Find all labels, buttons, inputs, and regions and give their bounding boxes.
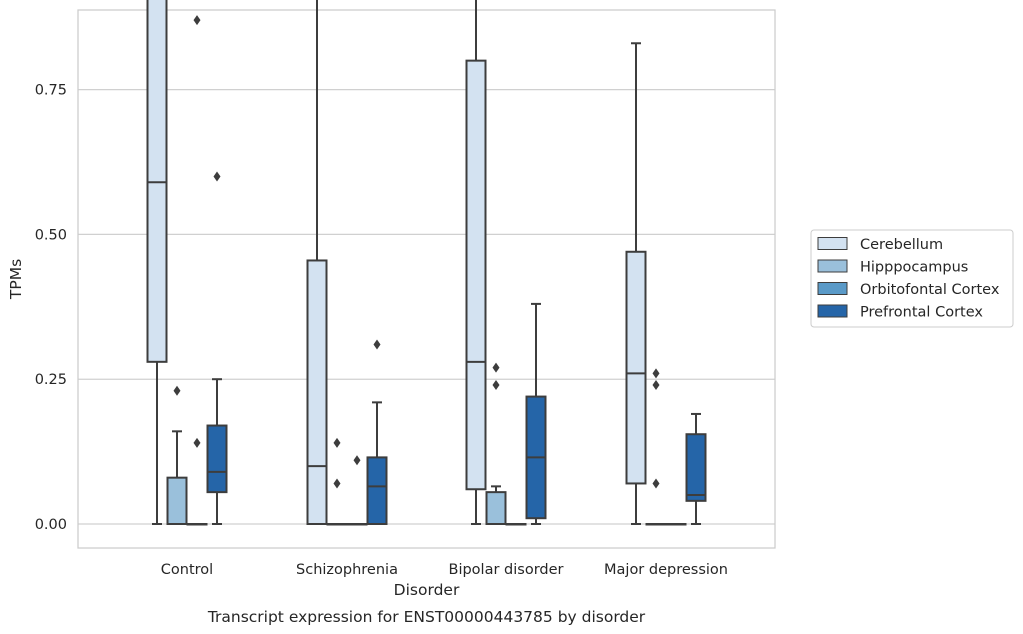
- box-cerebellum-0: [146, 0, 168, 525]
- outlier-point: [492, 362, 500, 373]
- box-body: [206, 424, 228, 494]
- outlier-point: [213, 171, 221, 182]
- y-axis-ticks: 0.000.250.500.751.001.251.501.75: [35, 83, 67, 533]
- box-hipppocampus-2: [485, 362, 507, 526]
- legend-swatch: [817, 304, 848, 318]
- box-hipppocampus-0: [166, 385, 188, 525]
- legend-swatch: [817, 259, 848, 273]
- box-hipppocampus-1: [326, 437, 348, 526]
- x-axis-ticks: Control Schizophrenia Bipolar disorder Majo…: [161, 562, 728, 578]
- box-cerebellum-3: [625, 42, 647, 525]
- box-body: [166, 476, 188, 525]
- legend-swatch: [817, 237, 848, 250]
- outlier-point: [652, 368, 660, 379]
- plot-area-frame: [77, 9, 776, 549]
- legend-frame: [810, 229, 1014, 328]
- outlier-point: [373, 339, 381, 350]
- outlier-point: [353, 455, 361, 466]
- box-body: [465, 59, 487, 491]
- x-tick-label: Control: [161, 562, 213, 578]
- box-series-layer: [146, 0, 707, 526]
- box-prefrontal-cortex-2: [525, 302, 547, 525]
- y-tick-label: 0.00: [35, 517, 67, 533]
- outlier-point: [652, 478, 660, 489]
- legend-label: Orbitofontal Cortex: [860, 282, 1000, 298]
- chart-caption: Transcript expression for ENST0000044378…: [207, 608, 646, 626]
- x-tick-label: Major depression: [604, 562, 728, 578]
- legend-label: Prefrontal Cortex: [860, 305, 983, 321]
- outlier-point: [652, 379, 660, 390]
- box-body: [685, 433, 707, 502]
- box-cerebellum-2: [465, 0, 487, 525]
- box-hipppocampus-3: [645, 368, 667, 526]
- box-prefrontal-cortex-1: [366, 339, 388, 525]
- box-body: [366, 456, 388, 525]
- box-prefrontal-cortex-0: [206, 171, 228, 525]
- outlier-point: [193, 15, 201, 26]
- outlier-point: [333, 437, 341, 448]
- x-tick-label: Bipolar disorder: [449, 562, 564, 578]
- legend-label: Cerebellum: [860, 237, 943, 253]
- box-prefrontal-cortex-3: [685, 412, 707, 525]
- box-body: [625, 250, 647, 485]
- x-tick-label: Schizophrenia: [296, 562, 398, 578]
- box-orbitofontal-cortex-3: [665, 523, 687, 526]
- box-body: [146, 0, 168, 363]
- legend-swatch: [817, 282, 848, 295]
- box-orbitofontal-cortex-0: [186, 15, 208, 526]
- box-cerebellum-1: [306, 0, 328, 525]
- gridlines: [78, 88, 775, 525]
- box-body: [485, 491, 507, 526]
- box-orbitofontal-cortex-2: [505, 523, 527, 526]
- legend: Cerebellum Hipppocampus Orbitofontal Corte…: [810, 229, 1014, 328]
- y-axis-label: TPMs: [7, 259, 25, 300]
- outlier-point: [492, 379, 500, 390]
- x-axis-label: Disorder: [394, 581, 460, 599]
- box-orbitofontal-cortex-1: [346, 455, 368, 526]
- box-body: [306, 259, 328, 525]
- y-tick-label: 0.75: [35, 83, 67, 99]
- y-tick-label: 0.50: [35, 227, 67, 243]
- y-tick-label: 0.25: [35, 372, 67, 388]
- outlier-point: [173, 385, 181, 396]
- outlier-point: [333, 478, 341, 489]
- outlier-point: [193, 437, 201, 448]
- legend-label: Hipppocampus: [860, 260, 968, 276]
